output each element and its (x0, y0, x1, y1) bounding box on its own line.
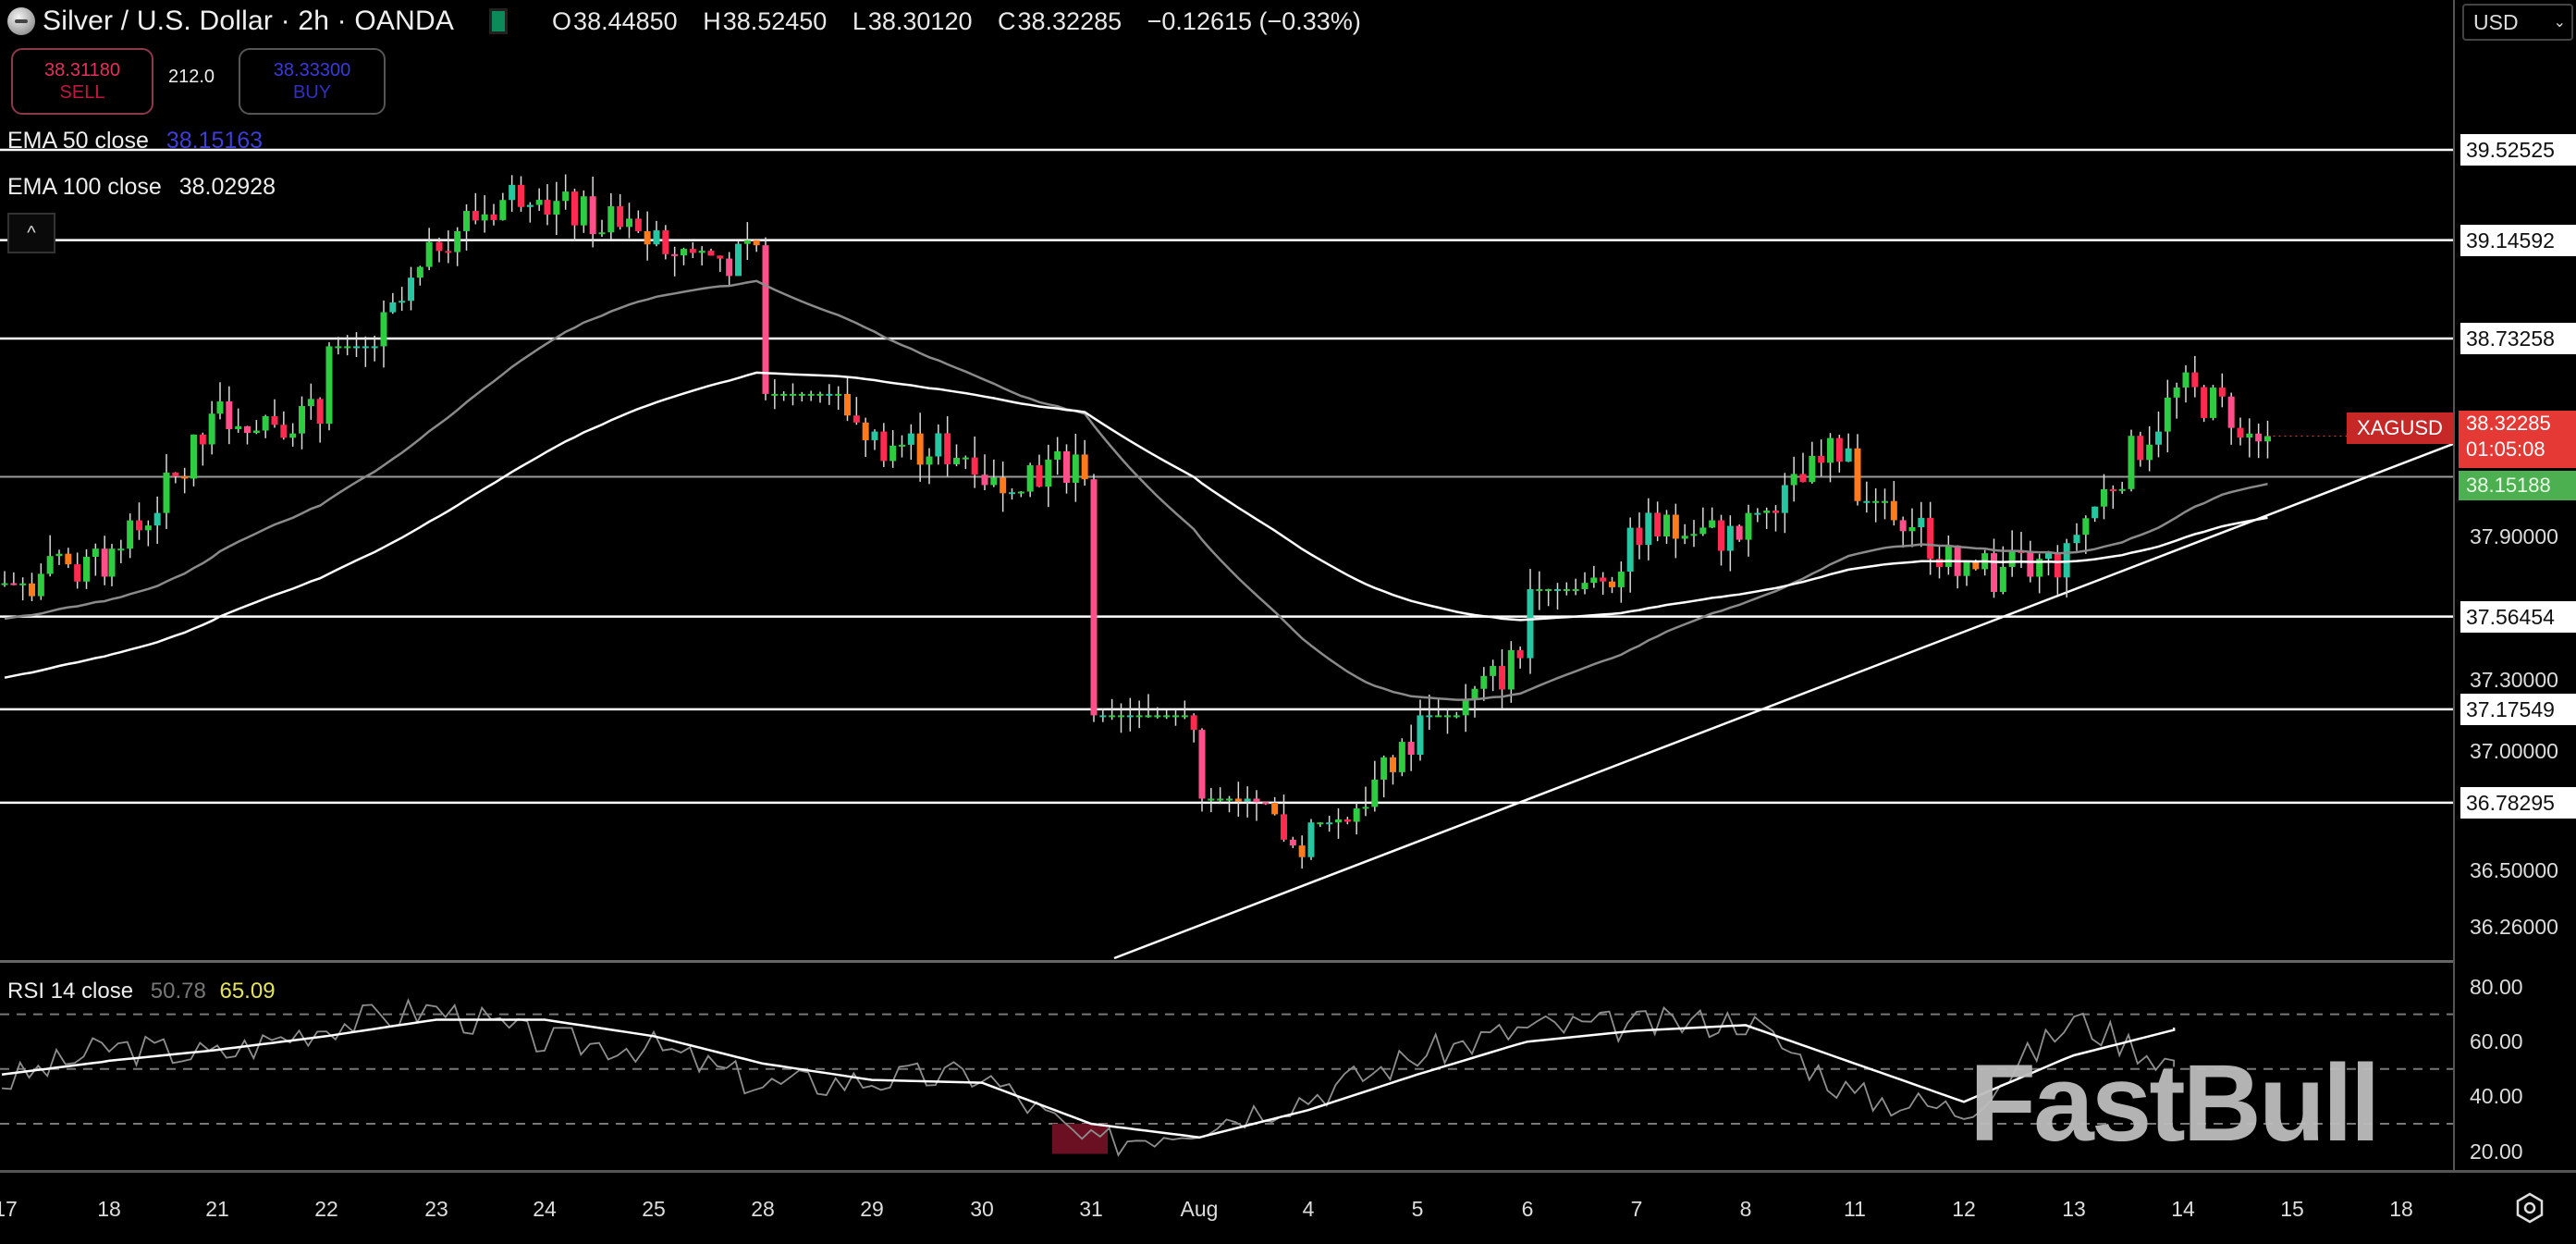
time-label: Aug (1180, 1197, 1219, 1221)
collapse-legend-button[interactable]: ^ (7, 213, 55, 253)
rsi-legend[interactable]: RSI 14 close 50.78 65.09 (7, 979, 276, 1004)
high-key: H (703, 6, 721, 35)
chevron-up-icon: ^ (27, 222, 36, 243)
time-label: 31 (1079, 1197, 1103, 1221)
open-key: O (552, 6, 572, 35)
ema-price-label: 38.15188 (2459, 471, 2576, 500)
symbol-title[interactable]: Silver / U.S. Dollar · 2h · OANDA (43, 6, 455, 36)
buy-price: 38.33300 (273, 60, 351, 80)
time-label: 8 (1739, 1197, 1752, 1221)
time-label: 30 (970, 1197, 994, 1221)
price-level-label: 39.14592 (2460, 224, 2576, 256)
price-level-label: 37.30000 (2470, 667, 2558, 692)
pane-separator[interactable] (0, 960, 2453, 963)
ema50-value: 38.15163 (166, 128, 264, 154)
close-value: 38.32285 (1017, 6, 1122, 35)
silver-symbol-logo-icon (7, 7, 35, 35)
time-axis[interactable]: 17 18 21 22 23 24 25 28 29 30 31 Aug 4 5 6 7 8 11 12 13 14 15… (0, 1170, 2576, 1244)
price-axis[interactable]: USD ⌄ 39.52525 39.14592 38.73258 37.90000 37… (2453, 0, 2576, 1170)
bar-countdown: 01:05:08 (2466, 437, 2545, 461)
ema100-legend[interactable]: EMA 100 close 38.02928 (7, 174, 276, 201)
time-label: 24 (533, 1197, 557, 1221)
currency-label: USD (2473, 9, 2519, 34)
time-label: 18 (97, 1197, 121, 1221)
rsi-level-label: 80.00 (2470, 975, 2523, 999)
market-status-icon (489, 8, 509, 34)
close-key: C (998, 6, 1016, 35)
chevron-down-icon: ⌄ (2553, 15, 2566, 31)
buy-label: BUY (292, 82, 332, 103)
current-price: 38.32285 (2466, 412, 2551, 435)
time-label: 6 (1521, 1197, 1534, 1221)
time-label: 14 (2171, 1197, 2195, 1221)
price-level-label: 39.52525 (2460, 134, 2576, 166)
rsi-ma-value: 65.09 (219, 979, 276, 1004)
price-chart[interactable] (0, 0, 2453, 1170)
sell-price: 38.31180 (44, 60, 120, 80)
ohlc-values: O38.44850 H38.52450 L38.30120 C38.32285 … (552, 7, 1361, 36)
price-level-label: 37.17549 (2460, 693, 2576, 725)
time-label: 4 (1302, 1197, 1315, 1221)
change-value: −0.12615 (−0.33%) (1147, 6, 1361, 35)
time-label: 5 (1411, 1197, 1424, 1221)
settings-gear-icon[interactable] (2513, 1191, 2546, 1225)
open-value: 38.44850 (573, 6, 678, 35)
ema100-value: 38.02928 (178, 174, 276, 200)
fastbull-watermark: FastBull (1969, 1042, 2380, 1164)
symbol-price-tag: XAGUSD (2347, 413, 2453, 444)
ema50-label: EMA 50 close (7, 128, 149, 154)
ema100-label: EMA 100 close (7, 174, 162, 200)
time-label: 15 (2280, 1197, 2304, 1221)
price-level-label: 36.50000 (2470, 857, 2558, 882)
low-key: L (852, 6, 866, 35)
time-label: 28 (751, 1197, 775, 1221)
price-level-label: 38.73258 (2460, 323, 2576, 355)
chart-header: Silver / U.S. Dollar · 2h · OANDA O38.44… (0, 0, 2450, 43)
high-value: 38.52450 (722, 6, 828, 35)
rsi-label: RSI 14 close (7, 979, 134, 1004)
time-label: 12 (1952, 1197, 1976, 1221)
rsi-level-label: 40.00 (2470, 1084, 2523, 1109)
time-label: 22 (314, 1197, 338, 1221)
time-label: 23 (424, 1197, 448, 1221)
price-level-label: 37.00000 (2470, 738, 2558, 763)
low-value: 38.30120 (867, 6, 973, 35)
time-label: 13 (2062, 1197, 2086, 1221)
current-price-label: 38.32285 01:05:08 (2459, 411, 2576, 468)
ema50-legend[interactable]: EMA 50 close 38.15163 (7, 128, 263, 154)
time-label: 18 (2389, 1197, 2413, 1221)
price-level-label: 37.56454 (2460, 600, 2576, 633)
rsi-value: 50.78 (150, 979, 206, 1004)
rsi-level-label: 60.00 (2470, 1029, 2523, 1054)
time-label: 7 (1630, 1197, 1643, 1221)
spread-value: 212.0 (168, 67, 215, 87)
buy-button[interactable]: 38.33300 BUY (239, 48, 386, 115)
sell-button[interactable]: 38.31180 SELL (11, 48, 153, 115)
sell-label: SELL (59, 82, 105, 103)
price-level-label: 37.90000 (2470, 524, 2558, 549)
time-label: 11 (1844, 1197, 1866, 1221)
price-level-label: 36.26000 (2470, 915, 2558, 940)
time-label: 25 (642, 1197, 666, 1221)
time-label: 29 (860, 1197, 884, 1221)
time-label: 21 (205, 1197, 229, 1221)
time-label: 17 (0, 1197, 18, 1221)
currency-select[interactable]: USD ⌄ (2462, 4, 2573, 41)
rsi-level-label: 20.00 (2470, 1139, 2523, 1164)
price-level-label: 36.78295 (2460, 786, 2576, 819)
